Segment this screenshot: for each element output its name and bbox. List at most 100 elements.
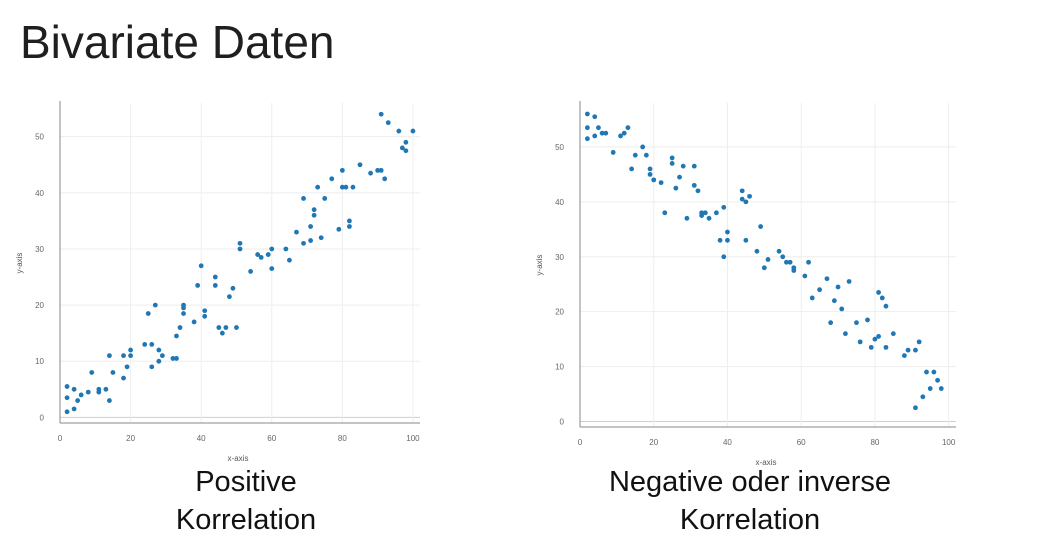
data-point — [673, 185, 679, 191]
data-point — [780, 254, 786, 260]
data-point — [212, 274, 218, 280]
data-point — [592, 114, 598, 120]
data-point — [336, 226, 342, 232]
data-point — [368, 170, 373, 176]
data-point — [647, 171, 653, 177]
data-point — [410, 128, 416, 134]
data-point — [85, 389, 91, 395]
data-point — [599, 130, 605, 136]
data-point — [399, 145, 405, 151]
data-point — [603, 130, 609, 136]
data-point — [883, 303, 889, 309]
data-point — [174, 333, 179, 339]
data-point — [202, 308, 208, 314]
data-point — [761, 265, 767, 271]
data-point — [610, 150, 616, 155]
data-point — [198, 263, 204, 269]
data-point — [216, 325, 222, 330]
data-point — [658, 180, 664, 186]
data-point — [924, 369, 929, 375]
data-point — [754, 248, 760, 254]
data-point — [843, 331, 848, 337]
caption-negative-correlation: Negative oder inverse Korrelation — [560, 463, 940, 539]
data-point — [403, 139, 409, 145]
data-point — [920, 394, 926, 400]
data-point — [721, 254, 727, 260]
data-point — [828, 320, 834, 326]
data-point — [181, 305, 186, 311]
data-point — [854, 320, 859, 326]
data-point — [824, 276, 830, 282]
data-point — [149, 342, 155, 347]
data-point — [378, 167, 384, 173]
x-axis-title: x-axis — [228, 454, 249, 463]
data-point — [725, 229, 730, 235]
data-point — [883, 344, 889, 350]
data-point — [375, 167, 381, 173]
data-point — [283, 246, 289, 252]
x-tick-label: 0 — [58, 434, 63, 443]
data-point — [308, 224, 313, 229]
data-point — [684, 215, 690, 221]
x-tick-label: 60 — [797, 438, 806, 447]
data-point — [913, 405, 918, 411]
data-point — [872, 336, 878, 342]
data-point — [347, 218, 352, 224]
data-point — [64, 395, 70, 401]
data-point — [195, 283, 201, 288]
data-point — [96, 389, 102, 395]
data-point — [237, 240, 243, 246]
data-point — [223, 325, 229, 330]
data-point — [901, 353, 907, 359]
data-point — [248, 269, 253, 274]
data-point — [584, 111, 590, 117]
data-point — [142, 342, 148, 347]
data-point — [691, 163, 697, 169]
data-point — [103, 386, 109, 392]
data-point — [625, 125, 631, 131]
caption-positive-line1: Positive — [195, 466, 297, 498]
data-point — [191, 319, 197, 325]
data-point — [107, 353, 112, 359]
data-point — [308, 238, 313, 243]
data-point — [876, 290, 881, 295]
data-point — [403, 148, 409, 154]
data-point — [739, 196, 745, 202]
y-tick-label: 40 — [555, 198, 564, 207]
data-point — [385, 120, 391, 126]
data-point — [584, 125, 590, 131]
x-tick-label: 0 — [578, 438, 583, 447]
data-point — [311, 212, 317, 218]
y-tick-label: 30 — [35, 245, 44, 254]
y-tick-label: 10 — [35, 357, 44, 366]
data-point — [64, 409, 70, 415]
data-point — [396, 128, 402, 134]
data-point — [927, 386, 933, 391]
x-tick-label: 40 — [197, 434, 206, 443]
data-point — [145, 311, 151, 316]
data-point — [227, 294, 232, 300]
data-point — [212, 283, 218, 288]
data-point — [647, 166, 653, 172]
data-point — [156, 347, 162, 353]
data-point — [784, 259, 789, 265]
data-point — [592, 133, 598, 139]
data-point — [64, 384, 70, 389]
data-point — [378, 111, 384, 117]
data-point — [699, 213, 705, 218]
data-point — [839, 306, 845, 312]
x-tick-label: 20 — [126, 434, 135, 443]
data-point — [725, 237, 730, 243]
data-point — [121, 353, 126, 359]
y-tick-label: 20 — [35, 301, 44, 310]
data-point — [315, 184, 321, 190]
scatter-plot-negative: 0 10 20 30 40 50 0 20 40 60 80 100 x-axis y-axis — [535, 101, 956, 467]
data-point — [149, 364, 155, 370]
data-point — [643, 152, 649, 158]
data-point — [857, 339, 863, 345]
data-point — [339, 184, 345, 190]
data-point — [107, 398, 112, 403]
slide-title: Bivariate Daten — [20, 16, 335, 68]
data-point — [747, 193, 752, 199]
data-point — [739, 188, 745, 194]
